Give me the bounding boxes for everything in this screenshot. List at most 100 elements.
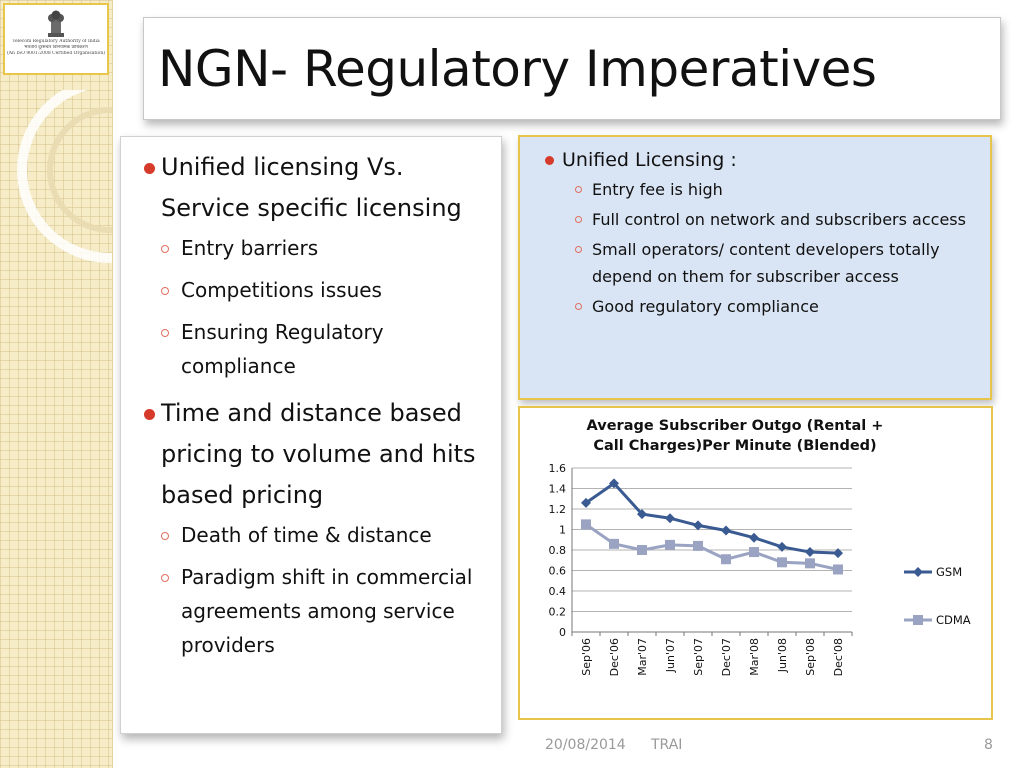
x-tick-label: Mar'07 (636, 638, 649, 676)
y-tick-label: 0.6 (549, 565, 567, 578)
sub-bullet-item: Competitions issues (121, 273, 491, 307)
data-point-gsm (721, 525, 731, 536)
data-point-gsm (805, 547, 815, 558)
emblem-icon (48, 10, 64, 37)
footer-date: 20/08/2014 (545, 737, 626, 753)
decorative-side-strip (0, 0, 113, 768)
series-line-cdma (585, 523, 839, 571)
ring-bullet-icon (161, 245, 169, 253)
data-point-cdma (749, 547, 759, 558)
x-tick-label: Jun'08 (776, 638, 789, 673)
panel-sub-text: Full control on network and subscribers … (592, 210, 966, 229)
data-point-cdma (693, 540, 703, 551)
ring-bullet-icon (575, 303, 582, 310)
decorative-rings (17, 90, 112, 263)
chart-title: Average Subscriber Outgo (Rental + Call C… (587, 418, 884, 454)
sub-bullet-text: Ensuring Regulatory compliance (181, 320, 384, 378)
panel-heading: Unified Licensing : (520, 148, 990, 173)
y-tick-label: 0 (559, 626, 566, 639)
data-point-cdma (609, 538, 619, 549)
bullet-text: Time and distance based pricing to volum… (161, 399, 476, 509)
data-point-cdma (581, 519, 591, 530)
ring-bullet-icon (575, 246, 582, 253)
data-point-cdma (665, 539, 675, 550)
panel-sub-item: Small operators/ content developers tota… (520, 236, 990, 290)
legend-marker-cdma (913, 615, 923, 625)
sub-bullet-item: Paradigm shift in commercial agreements … (121, 560, 491, 662)
sub-bullet-list: Entry barriers Competitions issues Ensur… (121, 231, 491, 383)
bullet-item: Unified licensing Vs. Service specific l… (121, 147, 501, 383)
data-point-cdma (805, 558, 815, 569)
data-point-gsm (693, 520, 703, 531)
x-tick-label: Dec'07 (720, 638, 733, 676)
x-tick-label: Mar'08 (748, 638, 761, 676)
y-tick-label: 1.4 (549, 483, 567, 496)
y-tick-label: 0.8 (549, 544, 567, 557)
data-point-cdma (637, 545, 647, 555)
y-tick-label: 1.6 (549, 462, 567, 475)
x-tick-label: Jun'07 (664, 638, 677, 673)
logo-org-name: Telecom Regulatory Authority of India (12, 39, 100, 44)
data-point-gsm (609, 478, 619, 489)
ring-bullet-icon (575, 216, 582, 223)
sub-bullet-list: Death of time & distance Paradigm shift … (121, 518, 491, 662)
y-tick-label: 1.2 (549, 503, 567, 516)
sub-bullet-item: Ensuring Regulatory compliance (121, 315, 491, 383)
sub-bullet-text: Entry barriers (181, 236, 319, 260)
series-line-gsm (585, 481, 839, 555)
data-point-cdma (721, 554, 731, 565)
ring-bullet-icon (161, 574, 169, 582)
line-chart: Average Subscriber Outgo (Rental + Call C… (549, 418, 971, 676)
footer-org: TRAI (651, 737, 683, 753)
sub-bullet-text: Competitions issues (181, 278, 382, 302)
panel-sub-item: Entry fee is high (520, 176, 990, 203)
sub-bullet-item: Entry barriers (121, 231, 491, 265)
sub-bullet-item: Death of time & distance (121, 518, 491, 552)
data-point-cdma (777, 557, 787, 568)
data-point-gsm (777, 541, 787, 552)
data-point-gsm (665, 513, 675, 524)
sub-bullet-text: Paradigm shift in commercial agreements … (181, 565, 473, 657)
data-point-gsm (749, 532, 759, 543)
ring-bullet-icon (161, 532, 169, 540)
bullet-dot-icon (545, 156, 554, 165)
y-tick-label: 0.4 (549, 585, 567, 598)
x-tick-label: Sep'07 (692, 638, 705, 676)
panel-sub-item: Full control on network and subscribers … (520, 206, 990, 233)
bullet-item: Time and distance based pricing to volum… (121, 393, 501, 662)
slide-title: NGN- Regulatory Imperatives (158, 40, 877, 98)
ring-bullet-icon (161, 329, 169, 337)
x-tick-label: Dec'08 (832, 638, 845, 676)
panel-sub-list: Entry fee is high Full control on networ… (520, 176, 990, 320)
y-tick-label: 1 (559, 524, 566, 537)
data-point-gsm (637, 509, 647, 520)
unified-licensing-panel: Unified Licensing : Entry fee is high Fu… (518, 135, 992, 400)
data-point-gsm (581, 497, 591, 508)
ring-bullet-icon (161, 287, 169, 295)
bullet-dot-icon (144, 409, 155, 420)
left-bullet-panel: Unified licensing Vs. Service specific l… (120, 136, 502, 734)
x-tick-label: Sep'06 (580, 638, 593, 676)
bullet-list: Unified licensing Vs. Service specific l… (121, 147, 501, 662)
logo-certification: (An ISO 9001:2008 Certified Organisation… (7, 51, 105, 56)
title-box: NGN- Regulatory Imperatives (143, 17, 1001, 120)
logo-org-name-hindi: भारतीय दूरसंचार विनियामक प्राधिकरण (24, 45, 88, 50)
organization-logo: Telecom Regulatory Authority of India भा… (3, 3, 109, 75)
panel-sub-text: Good regulatory compliance (592, 297, 819, 316)
sub-bullet-text: Death of time & distance (181, 523, 432, 547)
x-tick-label: Dec'06 (608, 638, 621, 676)
legend-marker-gsm (913, 567, 923, 577)
legend-label-cdma: CDMA (936, 613, 971, 627)
bullet-text: Unified licensing Vs. Service specific l… (161, 153, 462, 222)
legend-label-gsm: GSM (936, 565, 962, 579)
panel-sub-text: Small operators/ content developers tota… (592, 240, 940, 286)
y-tick-label: 0.2 (549, 606, 567, 619)
panel-sub-text: Entry fee is high (592, 180, 723, 199)
chart-panel: Average Subscriber Outgo (Rental + Call C… (518, 406, 993, 720)
data-point-gsm (833, 548, 843, 559)
bullet-dot-icon (144, 163, 155, 174)
panel-sub-item: Good regulatory compliance (520, 293, 990, 320)
page-number: 8 (984, 737, 993, 753)
x-tick-label: Sep'08 (804, 638, 817, 676)
ring-bullet-icon (575, 186, 582, 193)
